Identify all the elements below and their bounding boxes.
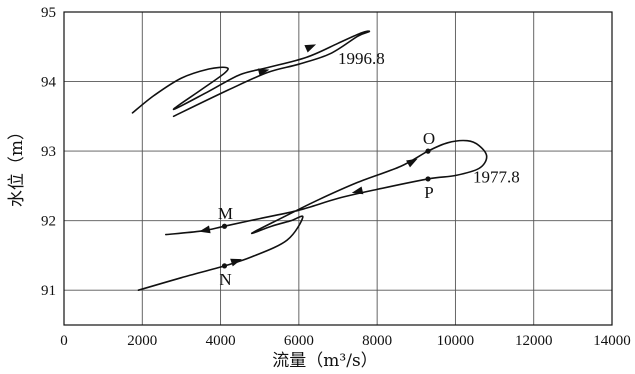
y-tick-label-93: 93 bbox=[41, 144, 56, 160]
series-label-1977.8: 1977.8 bbox=[473, 167, 520, 186]
x-tick-label-10000: 10000 bbox=[437, 333, 475, 349]
curves bbox=[131, 30, 488, 291]
y-tick-label-94: 94 bbox=[41, 75, 57, 91]
y-tick-labels: 91 92 93 94 95 bbox=[41, 5, 57, 299]
arrow-1996.8-0 bbox=[304, 44, 317, 53]
point-O bbox=[425, 148, 431, 154]
series-line-1996.8 bbox=[131, 30, 371, 118]
y-tick-label-95: 95 bbox=[41, 5, 56, 21]
x-tick-label-0: 0 bbox=[60, 333, 68, 349]
arrow-1977.8-1 bbox=[406, 158, 418, 168]
arrow-markers bbox=[199, 44, 418, 267]
arrow-1996.8-1 bbox=[257, 68, 270, 77]
x-tick-label-8000: 8000 bbox=[362, 333, 392, 349]
y-tick-label-91: 91 bbox=[41, 283, 56, 299]
x-tick-label-4000: 4000 bbox=[206, 333, 236, 349]
x-tick-label-2000: 2000 bbox=[127, 333, 157, 349]
arrow-1977.8-3 bbox=[199, 225, 211, 234]
arrow-1977.8-0 bbox=[230, 258, 242, 267]
point-N bbox=[221, 263, 228, 269]
x-axis-title: 流量（m³/s） bbox=[272, 351, 377, 371]
x-tick-label-12000: 12000 bbox=[515, 333, 553, 349]
arrow-1977.8-2 bbox=[351, 186, 364, 195]
point-label-N: N bbox=[219, 270, 231, 289]
point-label-P: P bbox=[424, 183, 433, 202]
point-label-M: M bbox=[218, 204, 233, 223]
x-tick-label-14000: 14000 bbox=[593, 333, 631, 349]
y-axis-title: 水位（m） bbox=[7, 123, 27, 207]
point-P bbox=[425, 176, 431, 182]
point-M bbox=[221, 223, 228, 229]
x-tick-labels: 0 2000 4000 6000 8000 10000 12000 14000 bbox=[60, 333, 631, 349]
series-label-1996.8: 1996.8 bbox=[338, 49, 385, 68]
y-tick-label-92: 92 bbox=[41, 214, 56, 230]
annotations: 1996.8 1977.8 M N O P bbox=[218, 49, 520, 289]
point-label-O: O bbox=[423, 129, 435, 148]
x-tick-label-6000: 6000 bbox=[284, 333, 314, 349]
series-line-1977.8 bbox=[137, 139, 488, 291]
plot-frame bbox=[63, 11, 613, 326]
